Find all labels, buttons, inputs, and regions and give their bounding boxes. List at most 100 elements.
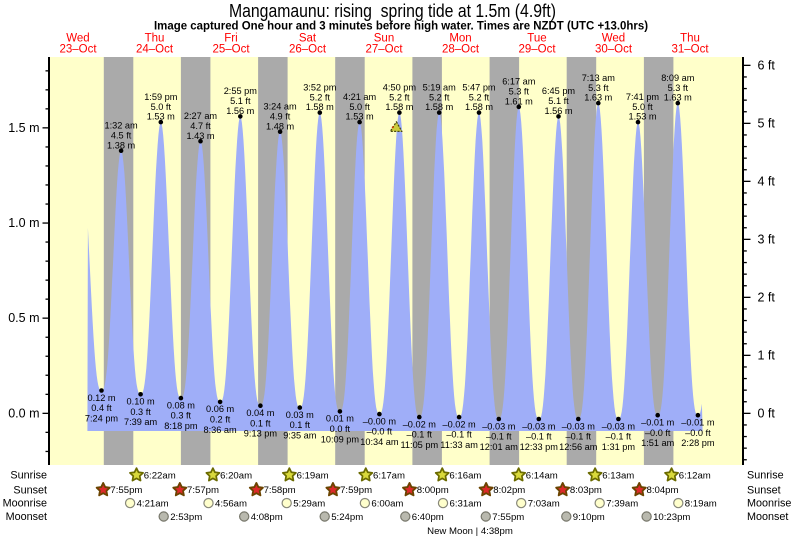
svg-text:–0.1 ft: –0.1 ft [407, 430, 433, 440]
svg-text:Image captured One hour and 3: Image captured One hour and 3 minutes be… [154, 20, 648, 32]
svg-text:6:12am: 6:12am [679, 470, 711, 481]
svg-text:Sat: Sat [299, 33, 317, 45]
svg-text:–0.01 m: –0.01 m [681, 418, 715, 428]
svg-text:8:02pm: 8:02pm [493, 485, 525, 496]
svg-text:1.0 m: 1.0 m [8, 216, 39, 230]
svg-text:0.08 m: 0.08 m [167, 400, 195, 410]
svg-text:0 ft: 0 ft [758, 406, 776, 420]
svg-text:5.1 ft: 5.1 ft [548, 96, 569, 106]
svg-text:2 ft: 2 ft [758, 290, 776, 304]
svg-text:6:20am: 6:20am [220, 470, 252, 481]
svg-text:–0.1 ft: –0.1 ft [526, 432, 552, 442]
svg-text:0.5 m: 0.5 m [8, 311, 39, 325]
svg-text:1.53 m: 1.53 m [346, 112, 374, 122]
svg-text:6:00am: 6:00am [371, 499, 403, 510]
svg-text:1.63 m: 1.63 m [584, 93, 612, 103]
svg-text:–0.03 m: –0.03 m [482, 421, 516, 431]
svg-text:Fri: Fri [224, 33, 237, 45]
svg-text:1:31 pm: 1:31 pm [602, 442, 636, 452]
svg-text:5:29am: 5:29am [293, 499, 325, 510]
svg-text:–0.1 ft: –0.1 ft [566, 432, 592, 442]
svg-text:8:04pm: 8:04pm [647, 485, 679, 496]
svg-text:3 ft: 3 ft [758, 232, 776, 246]
svg-text:7:41 pm: 7:41 pm [626, 92, 660, 102]
svg-text:–0.03 m: –0.03 m [602, 421, 636, 431]
svg-text:–0.1 ft: –0.1 ft [606, 432, 632, 442]
svg-text:28–Oct: 28–Oct [442, 44, 480, 56]
svg-text:–0.02 m: –0.02 m [442, 419, 476, 429]
svg-text:–0.03 m: –0.03 m [562, 421, 596, 431]
svg-text:4.9 ft: 4.9 ft [270, 111, 291, 121]
svg-text:5:19 am: 5:19 am [423, 82, 457, 92]
svg-text:0.10 m: 0.10 m [127, 397, 155, 407]
svg-text:1.53 m: 1.53 m [628, 112, 656, 122]
svg-text:6:22am: 6:22am [144, 470, 176, 481]
svg-text:–0.00 m: –0.00 m [363, 416, 397, 426]
svg-text:0.12 m: 0.12 m [87, 393, 115, 403]
svg-text:Moonset: Moonset [747, 511, 788, 523]
svg-text:5:24pm: 5:24pm [331, 512, 363, 523]
svg-text:8:18 pm: 8:18 pm [164, 421, 198, 431]
svg-text:8:19am: 8:19am [685, 499, 717, 510]
svg-text:5 ft: 5 ft [758, 116, 776, 130]
svg-text:0.2 ft: 0.2 ft [210, 415, 231, 425]
svg-text:7:57pm: 7:57pm [187, 485, 219, 496]
svg-text:1.58 m: 1.58 m [465, 102, 493, 112]
svg-text:8:00pm: 8:00pm [417, 485, 449, 496]
svg-text:5.2 ft: 5.2 ft [429, 92, 450, 102]
svg-text:23–Oct: 23–Oct [59, 44, 97, 56]
svg-text:4:21 am: 4:21 am [343, 92, 377, 102]
svg-text:5.2 ft: 5.2 ft [389, 92, 410, 102]
svg-text:6:14am: 6:14am [526, 470, 558, 481]
svg-text:25–Oct: 25–Oct [212, 44, 250, 56]
svg-text:5.1 ft: 5.1 ft [230, 96, 251, 106]
svg-text:Thu: Thu [145, 33, 165, 45]
svg-text:Wed: Wed [602, 33, 625, 45]
svg-text:29–Oct: 29–Oct [518, 44, 556, 56]
svg-text:30–Oct: 30–Oct [595, 44, 633, 56]
svg-text:1:32 am: 1:32 am [104, 121, 138, 131]
svg-text:0.0 m: 0.0 m [8, 406, 39, 420]
svg-text:–0.0 ft: –0.0 ft [685, 428, 711, 438]
svg-text:0.0 ft: 0.0 ft [330, 424, 351, 434]
svg-text:7:55pm: 7:55pm [110, 485, 142, 496]
svg-text:2:55 pm: 2:55 pm [224, 86, 258, 96]
svg-text:1.56 m: 1.56 m [544, 106, 572, 116]
svg-text:1.58 m: 1.58 m [385, 102, 413, 112]
svg-text:5:47 pm: 5:47 pm [462, 82, 496, 92]
svg-text:0.1 ft: 0.1 ft [250, 418, 271, 428]
svg-text:2:28 pm: 2:28 pm [681, 438, 715, 448]
svg-text:0.04 m: 0.04 m [246, 408, 274, 418]
svg-text:4.7 ft: 4.7 ft [190, 121, 211, 131]
svg-text:7:13 am: 7:13 am [582, 73, 616, 83]
svg-text:Sunset: Sunset [747, 484, 781, 496]
svg-text:0.4 ft: 0.4 ft [91, 403, 112, 413]
svg-text:1.61 m: 1.61 m [505, 97, 533, 107]
svg-text:12:56 am: 12:56 am [559, 442, 598, 452]
svg-text:27–Oct: 27–Oct [365, 44, 403, 56]
svg-text:4:21am: 4:21am [137, 499, 169, 510]
svg-text:3:24 am: 3:24 am [263, 102, 297, 112]
svg-text:7:59pm: 7:59pm [340, 485, 372, 496]
svg-text:Sunrise: Sunrise [747, 470, 784, 482]
svg-text:4.5 ft: 4.5 ft [111, 130, 132, 140]
svg-text:5.3 ft: 5.3 ft [668, 83, 689, 93]
svg-text:–0.1 ft: –0.1 ft [486, 432, 512, 442]
svg-text:–0.01 m: –0.01 m [641, 418, 675, 428]
svg-text:1.43 m: 1.43 m [186, 131, 214, 141]
svg-text:12:33 pm: 12:33 pm [520, 442, 559, 452]
svg-text:5.3 ft: 5.3 ft [509, 87, 530, 97]
svg-text:Thu: Thu [680, 33, 700, 45]
svg-text:–0.0 ft: –0.0 ft [367, 427, 393, 437]
svg-text:1:59 pm: 1:59 pm [144, 92, 178, 102]
svg-text:9:35 am: 9:35 am [283, 431, 317, 441]
svg-text:10:34 am: 10:34 am [360, 437, 399, 447]
svg-text:11:33 am: 11:33 am [440, 440, 478, 450]
svg-text:Sunrise: Sunrise [10, 470, 47, 482]
svg-text:5.3 ft: 5.3 ft [588, 83, 609, 93]
svg-text:8:09 am: 8:09 am [661, 73, 695, 83]
svg-text:6:13am: 6:13am [602, 470, 634, 481]
svg-text:6:16am: 6:16am [449, 470, 481, 481]
svg-text:7:24 pm: 7:24 pm [85, 413, 119, 423]
svg-text:1:51 am: 1:51 am [641, 438, 675, 448]
